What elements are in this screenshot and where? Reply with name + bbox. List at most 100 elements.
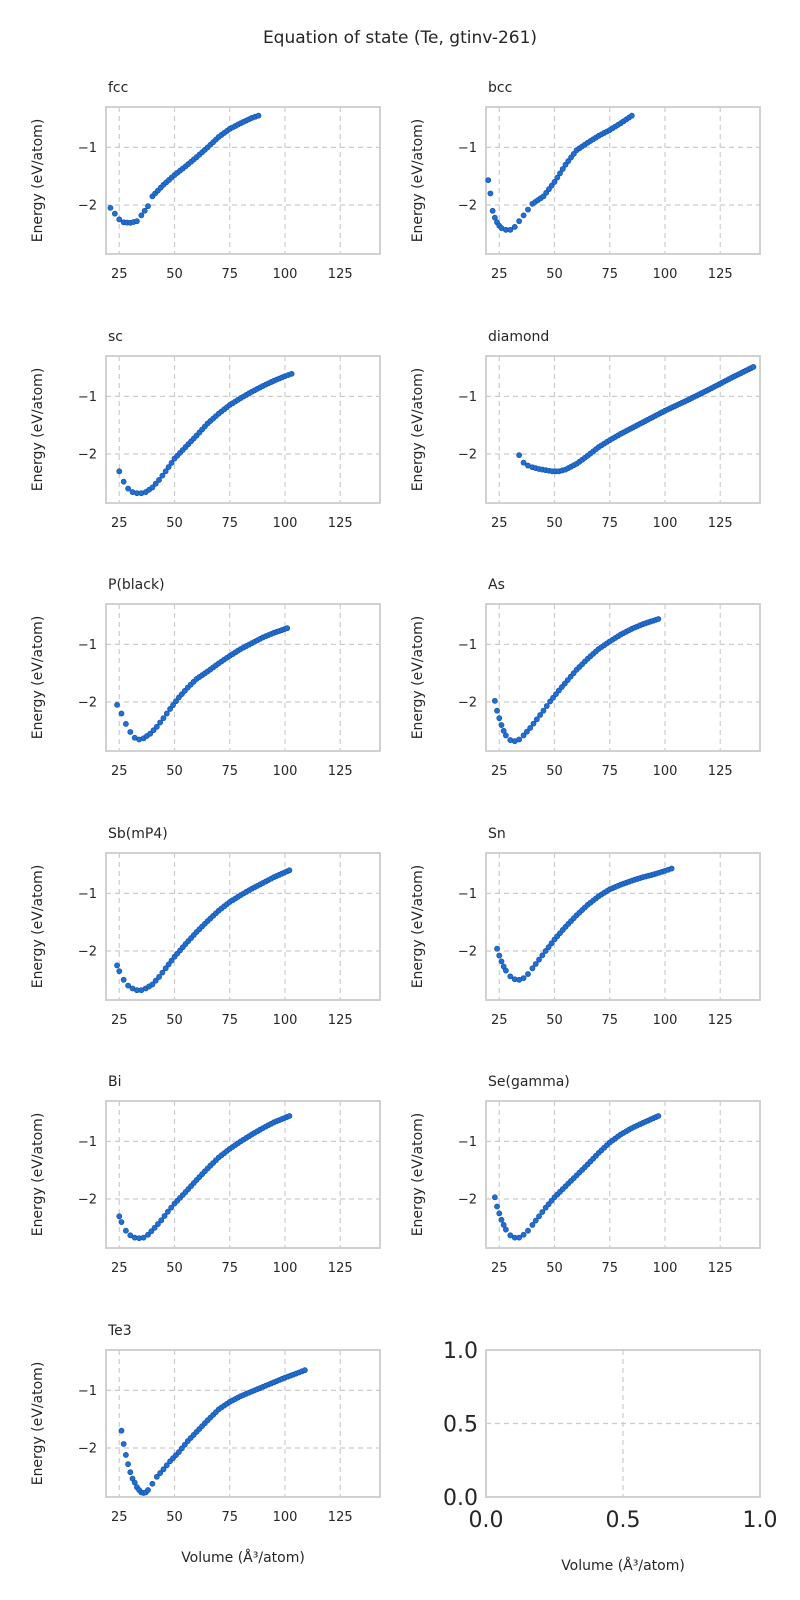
- x-tick-label: 100: [653, 1261, 678, 1276]
- data-point: [127, 1469, 134, 1476]
- x-tick-label: 125: [708, 516, 733, 531]
- y-axis-label: Energy (eV/atom): [410, 1113, 426, 1237]
- data-point: [145, 1231, 151, 1238]
- axes-frame: [485, 106, 761, 255]
- x-tick-label: 50: [166, 764, 183, 779]
- axes-frame: [105, 603, 381, 752]
- subplot-diamond: 25 50 75 100 125 −1 −2 diamond Energy (eV/atom): [410, 329, 761, 531]
- data-point: [525, 206, 531, 213]
- data-point: [559, 166, 566, 172]
- data-point: [151, 1224, 158, 1231]
- data-point: [655, 1113, 662, 1119]
- y-axis-label: Energy (eV/atom): [30, 368, 46, 492]
- data-point: [145, 203, 151, 210]
- data-point: [131, 1479, 138, 1486]
- data-point: [286, 1113, 293, 1119]
- subplot-title: sc: [108, 329, 123, 345]
- x-tick-label: 50: [546, 1261, 563, 1276]
- y-axis-label: Energy (eV/atom): [30, 119, 46, 243]
- x-tick-label: 50: [166, 1261, 183, 1276]
- data-point: [156, 974, 162, 980]
- data-point: [138, 212, 145, 219]
- y-tick-label: −2: [78, 1193, 97, 1208]
- y-tick-label: −2: [78, 945, 97, 960]
- data-point: [155, 1221, 161, 1227]
- axes-frame: [485, 355, 761, 504]
- x-tick-label: 100: [653, 764, 678, 779]
- y-tick-label: 1.0: [443, 1339, 478, 1364]
- x-tick-label: 100: [273, 1013, 298, 1028]
- x-tick-label: 25: [491, 516, 508, 531]
- data-point: [523, 728, 530, 735]
- x-tick-label: 25: [111, 764, 128, 779]
- x-tick-label: 25: [491, 1261, 508, 1276]
- figure-title: Equation of state (Te, gtinv-261): [262, 28, 538, 48]
- data-point: [520, 459, 527, 466]
- data-point: [545, 944, 552, 951]
- data-point: [141, 207, 148, 214]
- x-tick-label: 25: [491, 267, 508, 282]
- subplot-p-black-: 25 50 75 100 125 −1 −2 P(black) Energy (eV/atom): [30, 577, 381, 779]
- x-tick-label: 50: [166, 1013, 183, 1028]
- data-point: [120, 976, 127, 983]
- subplot-se-gamma-: 25 50 75 100 125 −1 −2 Se(gamma) Energy (eV/atom…: [410, 1074, 761, 1276]
- data-point: [122, 721, 129, 727]
- x-axis-label: Volume (Å³/atom): [181, 1549, 305, 1566]
- y-axis-label: Energy (eV/atom): [410, 119, 426, 243]
- subplot-title: P(black): [108, 577, 165, 593]
- data-point: [502, 1226, 509, 1233]
- data-point: [491, 1194, 498, 1201]
- x-tick-label: 75: [221, 516, 238, 531]
- y-axis-label: Energy (eV/atom): [410, 616, 426, 740]
- x-tick-label: 50: [546, 516, 563, 531]
- axes-frame: [105, 1349, 381, 1498]
- data-point: [507, 1232, 514, 1239]
- data-point: [301, 1367, 308, 1374]
- data-point: [557, 170, 563, 177]
- y-tick-label: −1: [458, 887, 477, 902]
- x-tick-label: 25: [111, 1261, 128, 1276]
- data-point: [152, 977, 159, 984]
- x-tick-label: 75: [601, 267, 618, 282]
- data-point: [494, 945, 500, 952]
- data-point: [163, 710, 170, 717]
- data-point: [164, 1208, 171, 1215]
- data-point: [487, 190, 494, 197]
- data-point: [496, 715, 503, 722]
- data-point: [516, 1234, 523, 1241]
- y-tick-label: −1: [78, 887, 97, 902]
- data-point: [140, 1234, 147, 1241]
- axes-frame: [485, 852, 761, 1001]
- data-point: [167, 706, 173, 712]
- x-tick-label: 125: [328, 1510, 353, 1525]
- data-point: [532, 961, 539, 967]
- x-tick-label: 25: [111, 1013, 128, 1028]
- data-point: [516, 218, 523, 225]
- data-point: [516, 736, 523, 743]
- x-axis-label: Volume (Å³/atom): [561, 1557, 685, 1574]
- data-point: [554, 174, 561, 181]
- data-point: [118, 1427, 125, 1434]
- data-point: [163, 1462, 170, 1469]
- y-tick-label: −2: [78, 199, 97, 214]
- data-point: [530, 720, 537, 727]
- data-point: [162, 468, 169, 475]
- axes-frame: [105, 1100, 381, 1249]
- data-point: [539, 952, 546, 959]
- data-point: [165, 464, 172, 470]
- y-tick-label: 0.5: [443, 1412, 478, 1437]
- subplot-title: Te3: [107, 1323, 132, 1339]
- y-axis-label: Energy (eV/atom): [410, 368, 426, 492]
- axes-frame: [485, 1349, 761, 1498]
- x-tick-label: 75: [601, 764, 618, 779]
- y-tick-label: −2: [458, 696, 477, 711]
- x-tick-label: 0.5: [606, 1508, 641, 1533]
- data-point: [173, 698, 179, 705]
- data-point: [145, 1487, 151, 1493]
- x-tick-label: 100: [653, 516, 678, 531]
- data-point: [153, 1473, 160, 1480]
- data-point: [118, 710, 125, 717]
- data-point: [160, 715, 167, 722]
- data-point: [543, 703, 550, 709]
- data-point: [537, 712, 544, 718]
